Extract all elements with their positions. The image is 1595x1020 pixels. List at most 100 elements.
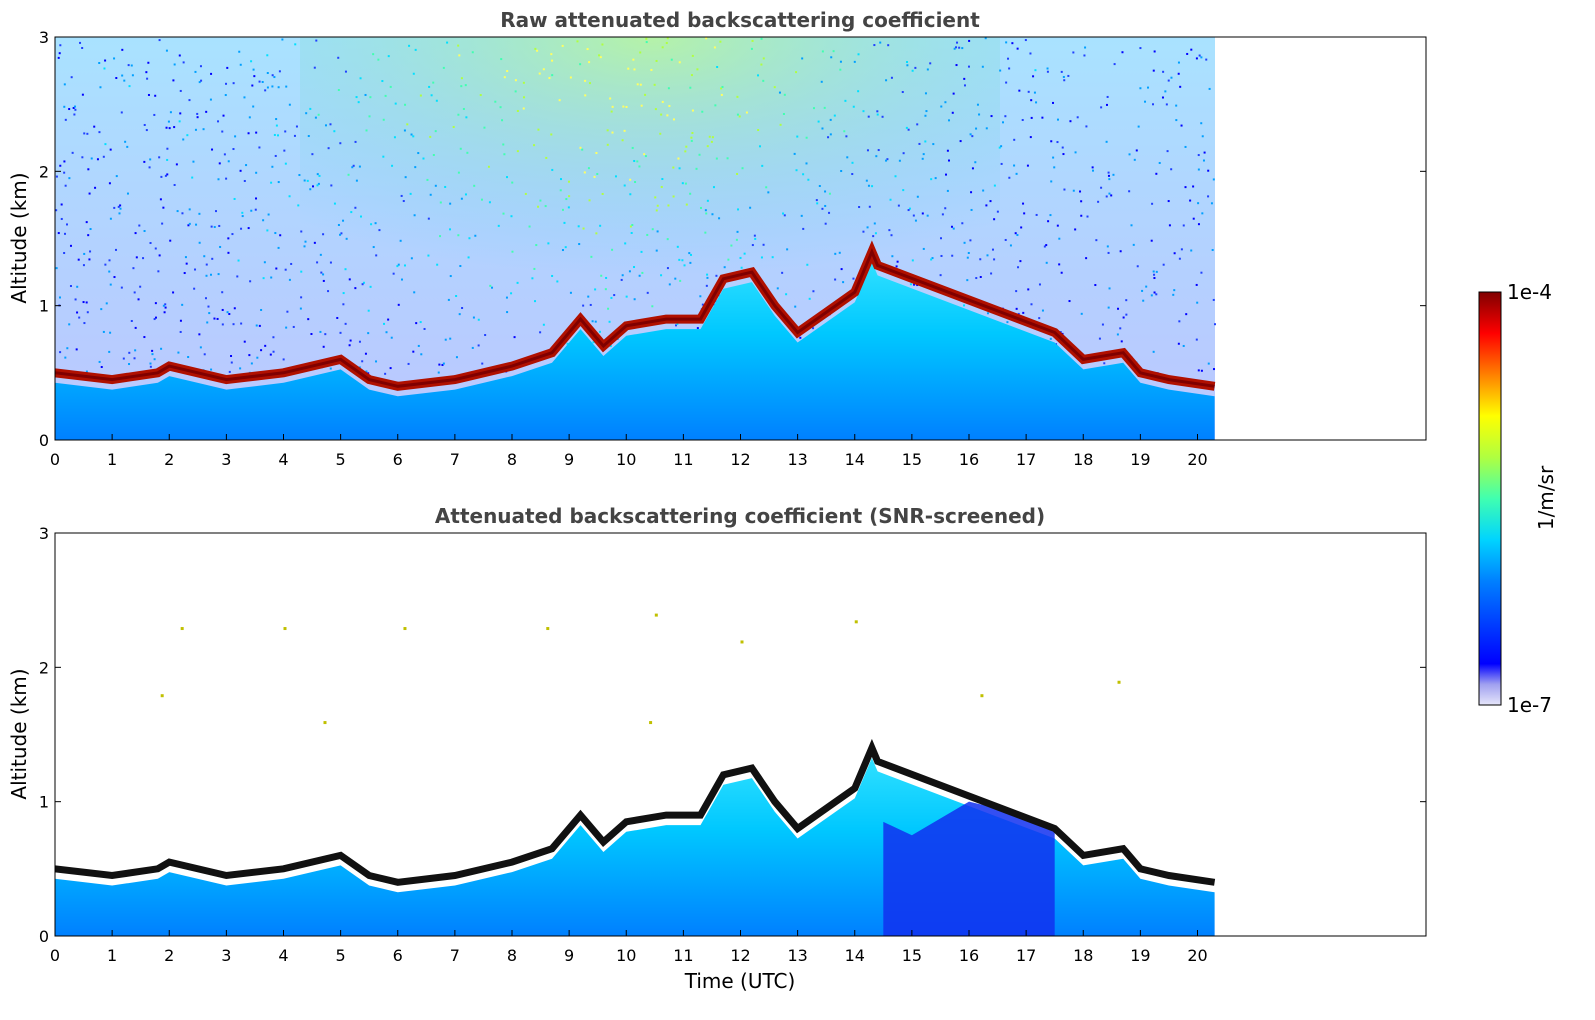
noise-pixel (1035, 213, 1038, 216)
noise-pixel (944, 101, 947, 104)
noise-pixel (255, 171, 258, 174)
noise-pixel (696, 327, 699, 330)
noise-pixel (69, 244, 72, 247)
noise-pixel (1013, 164, 1016, 167)
noise-pixel (283, 149, 286, 152)
noise-pixel (922, 247, 925, 250)
noise-pixel (666, 114, 669, 117)
noise-pixel (121, 48, 124, 51)
noise-pixel (655, 209, 658, 212)
noise-pixel (760, 63, 763, 66)
noise-pixel (153, 358, 156, 361)
noise-pixel (256, 356, 259, 359)
x-tick-label: 14 (845, 946, 865, 965)
noise-pixel (581, 148, 584, 151)
noise-pixel (390, 336, 393, 339)
noise-pixel (400, 194, 403, 197)
noise-pixel (876, 110, 879, 113)
noise-pixel (986, 312, 989, 315)
noise-pixel (58, 52, 61, 55)
noise-pixel (157, 270, 160, 273)
noise-pixel (342, 303, 345, 306)
noise-pixel (654, 196, 657, 199)
noise-pixel (1182, 344, 1185, 347)
noise-pixel (1056, 118, 1059, 121)
noise-pixel (314, 116, 317, 119)
noise-pixel (851, 161, 854, 164)
noise-pixel (119, 207, 122, 210)
noise-pixel (218, 224, 221, 227)
noise-pixel (550, 133, 553, 136)
noise-pixel (249, 280, 252, 283)
noise-pixel (178, 120, 181, 123)
noise-pixel (183, 272, 186, 275)
noise-pixel (638, 165, 641, 168)
noise-pixel (511, 250, 514, 253)
noise-pixel (342, 219, 345, 222)
noise-pixel (1086, 215, 1089, 218)
noise-pixel (311, 153, 314, 156)
noise-pixel (161, 222, 164, 225)
noise-pixel (974, 161, 977, 164)
noise-pixel (70, 76, 73, 79)
noise-pixel (1125, 313, 1128, 316)
noise-pixel (337, 223, 340, 226)
noise-pixel (805, 162, 808, 165)
noise-pixel (122, 357, 125, 360)
noise-pixel (1061, 146, 1064, 149)
noise-pixel (187, 224, 190, 227)
noise-pixel (672, 166, 675, 169)
noise-pixel (502, 212, 505, 215)
noise-pixel (628, 270, 631, 273)
noise-pixel (622, 105, 625, 108)
noise-pixel (1068, 300, 1071, 303)
noise-pixel (666, 238, 669, 241)
noise-pixel (59, 164, 62, 167)
noise-pixel (322, 233, 325, 236)
x-tick-label: 3 (221, 946, 231, 965)
noise-pixel (57, 56, 60, 59)
noise-pixel (307, 135, 310, 138)
noise-pixel (385, 331, 388, 334)
noise-pixel (1029, 136, 1032, 139)
heatmap-raw (55, 37, 1217, 440)
noise-pixel (237, 259, 240, 262)
noise-pixel (275, 118, 278, 121)
noise-pixel (565, 198, 568, 201)
noise-pixel (805, 136, 808, 139)
noise-pixel (879, 41, 882, 44)
noise-pixel (273, 133, 276, 136)
noise-pixel (736, 230, 739, 233)
noise-pixel (266, 72, 269, 75)
noise-pixel (839, 60, 842, 63)
noise-pixel (660, 113, 663, 116)
noise-pixel (558, 99, 561, 102)
noise-pixel (100, 308, 103, 311)
noise-pixel (1017, 266, 1020, 269)
x-tick-label: 11 (673, 450, 693, 469)
noise-pixel (387, 318, 390, 321)
noise-pixel (1110, 194, 1113, 197)
noise-pixel (679, 279, 682, 282)
noise-pixel (199, 65, 202, 68)
noise-pixel (1175, 119, 1178, 122)
noise-pixel (255, 197, 258, 200)
noise-pixel (426, 178, 429, 181)
noise-pixel (149, 365, 152, 368)
noise-pixel (195, 223, 198, 226)
noise-pixel (611, 105, 614, 108)
noise-pixel (243, 340, 246, 343)
noise-pixel (1195, 283, 1198, 286)
x-tick-label: 7 (450, 450, 460, 469)
noise-pixel (1130, 224, 1133, 227)
noise-pixel (588, 199, 591, 202)
noise-pixel (704, 209, 707, 212)
noise-pixel (760, 37, 763, 40)
noise-pixel (691, 109, 694, 112)
noise-pixel (410, 257, 413, 260)
noise-pixel (1013, 138, 1016, 141)
noise-pixel (329, 367, 332, 370)
noise-pixel (906, 61, 909, 64)
noise-pixel (998, 146, 1001, 149)
